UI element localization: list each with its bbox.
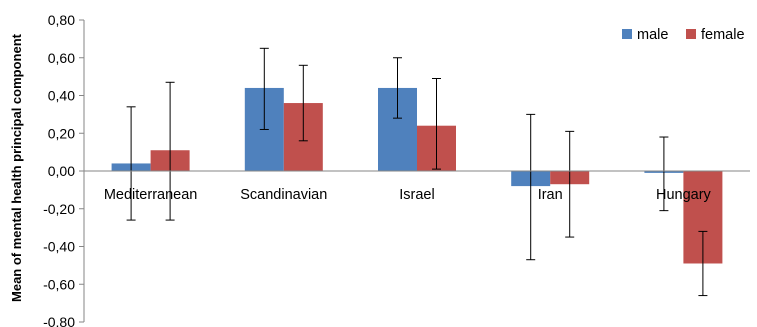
legend-swatch-male: [622, 29, 632, 39]
category-label-israel: Israel: [399, 187, 434, 203]
category-labels: Mediterranean Scandinavian Israel Iran Hunga…: [104, 187, 712, 203]
y-tick-label: -0,60: [43, 276, 75, 292]
y-tick-label: -0,20: [43, 201, 75, 217]
legend-swatch-female: [686, 29, 696, 39]
y-tick-label: -0,80: [43, 314, 75, 327]
category-label-hungary: Hungary: [656, 187, 712, 203]
axes: [83, 20, 750, 322]
legend: male female: [622, 27, 745, 43]
error-bars: [126, 47, 708, 297]
y-axis-label: Mean of mental health principal componen…: [9, 33, 24, 302]
y-tick-label: 0,80: [48, 12, 75, 28]
y-tick-label: 0,20: [48, 125, 75, 141]
category-label-mediterranean: Mediterranean: [104, 187, 198, 203]
y-tick-label: 0,60: [48, 50, 75, 66]
y-tick-label: 0,00: [48, 163, 75, 179]
legend-label-male: male: [637, 27, 668, 43]
category-label-iran: Iran: [538, 187, 563, 203]
y-axis: 0,80 0,60 0,40 0,20 0,00 -0,20 -0,40 -0,60 -0,80: [43, 12, 84, 327]
legend-label-female: female: [701, 27, 745, 43]
category-label-scandinavian: Scandinavian: [240, 187, 327, 203]
y-tick-label: 0,40: [48, 88, 75, 104]
bars: [111, 87, 723, 264]
y-tick-label: -0,40: [43, 239, 75, 255]
